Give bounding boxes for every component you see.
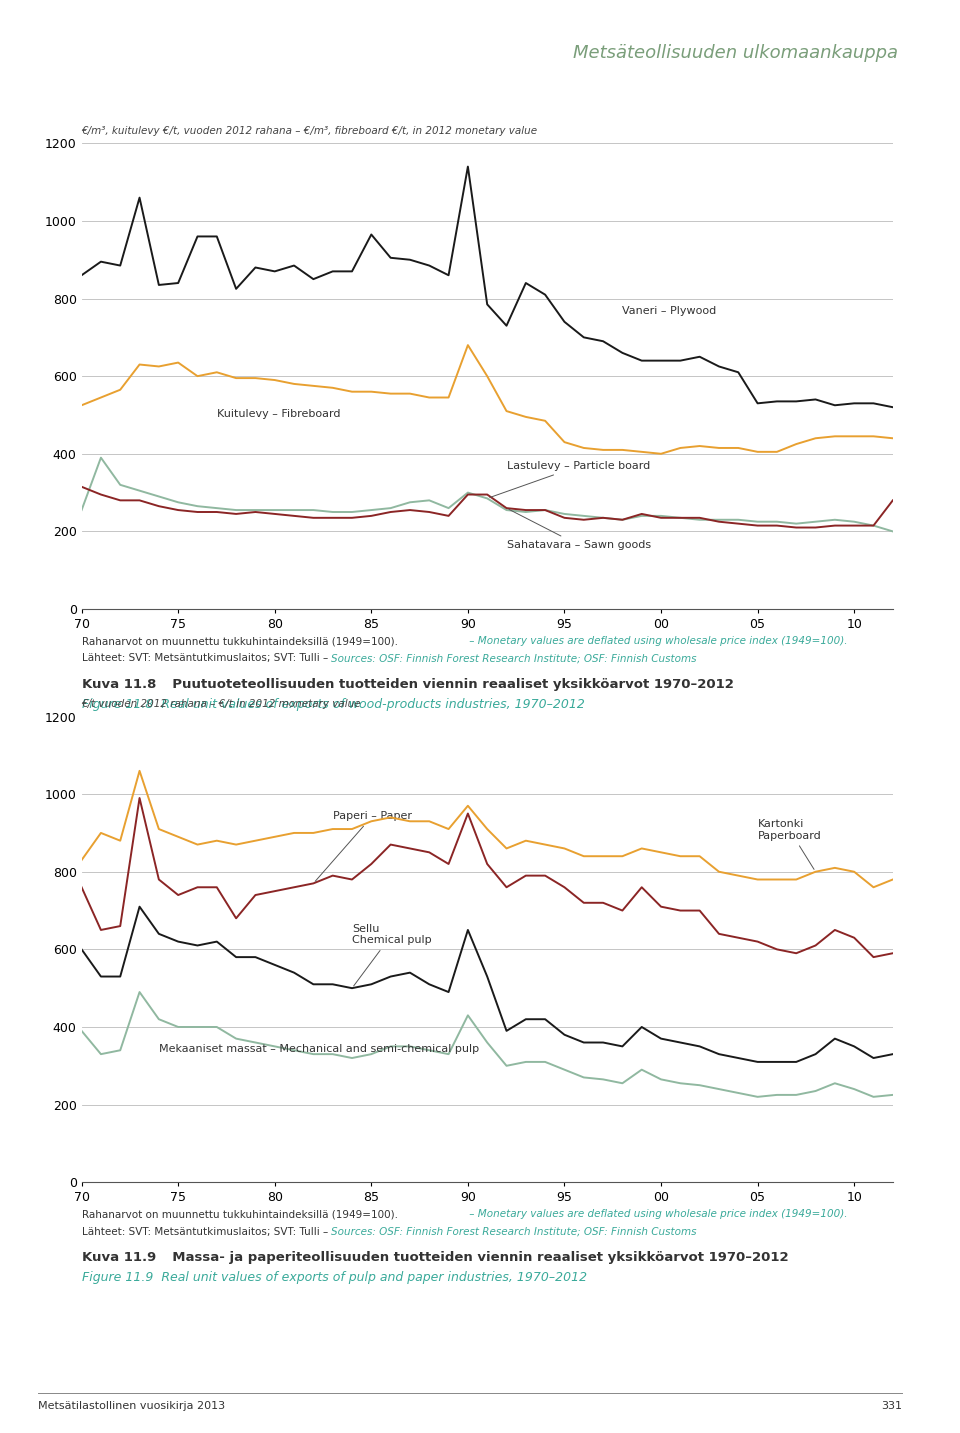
Text: Lastulevy – Particle board: Lastulevy – Particle board (490, 461, 650, 497)
Text: Metsäteollisuuden ulkomaankauppa: Metsäteollisuuden ulkomaankauppa (572, 44, 898, 62)
Text: Lähteet: SVT: Metsäntutkimuslaitos; SVT: Tulli –: Lähteet: SVT: Metsäntutkimuslaitos; SVT:… (82, 1227, 328, 1237)
Text: Sellu
Chemical pulp: Sellu Chemical pulp (352, 924, 432, 986)
Text: – Monetary values are deflated using wholesale price index (1949=100).: – Monetary values are deflated using who… (466, 1209, 847, 1219)
Text: €/t vuoden 2012 rahana – €/t in 2012 monetary value: €/t vuoden 2012 rahana – €/t in 2012 mon… (82, 699, 361, 709)
Text: Rahanarvot on muunnettu tukkuhintaindeksillä (1949=100).: Rahanarvot on muunnettu tukkuhintaindeks… (82, 1209, 397, 1219)
Text: Kuva 11.9: Kuva 11.9 (82, 1251, 156, 1264)
Text: Sources: OSF: Finnish Forest Research Institute; OSF: Finnish Customs: Sources: OSF: Finnish Forest Research In… (331, 1227, 697, 1237)
Text: Sahatavara – Sawn goods: Sahatavara – Sawn goods (507, 509, 651, 550)
Text: Kuva 11.8: Kuva 11.8 (82, 678, 156, 691)
Text: 331: 331 (881, 1401, 902, 1412)
Text: Vaneri – Plywood: Vaneri – Plywood (622, 307, 717, 317)
Text: Kuitulevy – Fibreboard: Kuitulevy – Fibreboard (217, 408, 340, 418)
Text: Kartonki
Paperboard: Kartonki Paperboard (757, 820, 822, 870)
Text: Figure 11.9  Real unit values of exports of pulp and paper industries, 1970–2012: Figure 11.9 Real unit values of exports … (82, 1271, 587, 1284)
Text: Sources: OSF: Finnish Forest Research Institute; OSF: Finnish Customs: Sources: OSF: Finnish Forest Research In… (331, 653, 697, 663)
Text: Lähteet: SVT: Metsäntutkimuslaitos; SVT: Tulli –: Lähteet: SVT: Metsäntutkimuslaitos; SVT:… (82, 653, 328, 663)
Text: Figure 11.8  Real unit values of exports of wood-products industries, 1970–2012: Figure 11.8 Real unit values of exports … (82, 698, 585, 711)
Text: Mekaaniset massat – Mechanical and semi-chemical pulp: Mekaaniset massat – Mechanical and semi-… (158, 1045, 479, 1055)
Text: €/m³, kuitulevy €/t, vuoden 2012 rahana – €/m³, fibreboard €/t, in 2012 monetary: €/m³, kuitulevy €/t, vuoden 2012 rahana … (82, 126, 538, 136)
Text: Rahanarvot on muunnettu tukkuhintaindeksillä (1949=100).: Rahanarvot on muunnettu tukkuhintaindeks… (82, 636, 397, 646)
Text: Metsätilastollinen vuosikirja 2013: Metsätilastollinen vuosikirja 2013 (38, 1401, 226, 1412)
Text: Paperi – Paper: Paperi – Paper (315, 811, 412, 881)
Text: Massa- ja paperiteollisuuden tuotteiden viennin reaaliset yksikköarvot 1970–2012: Massa- ja paperiteollisuuden tuotteiden … (163, 1251, 789, 1264)
Text: | |: | | (915, 54, 936, 75)
Text: Puutuoteteollisuuden tuotteiden viennin reaaliset yksikköarvot 1970–2012: Puutuoteteollisuuden tuotteiden viennin … (163, 678, 734, 691)
Text: – Monetary values are deflated using wholesale price index (1949=100).: – Monetary values are deflated using who… (466, 636, 847, 646)
